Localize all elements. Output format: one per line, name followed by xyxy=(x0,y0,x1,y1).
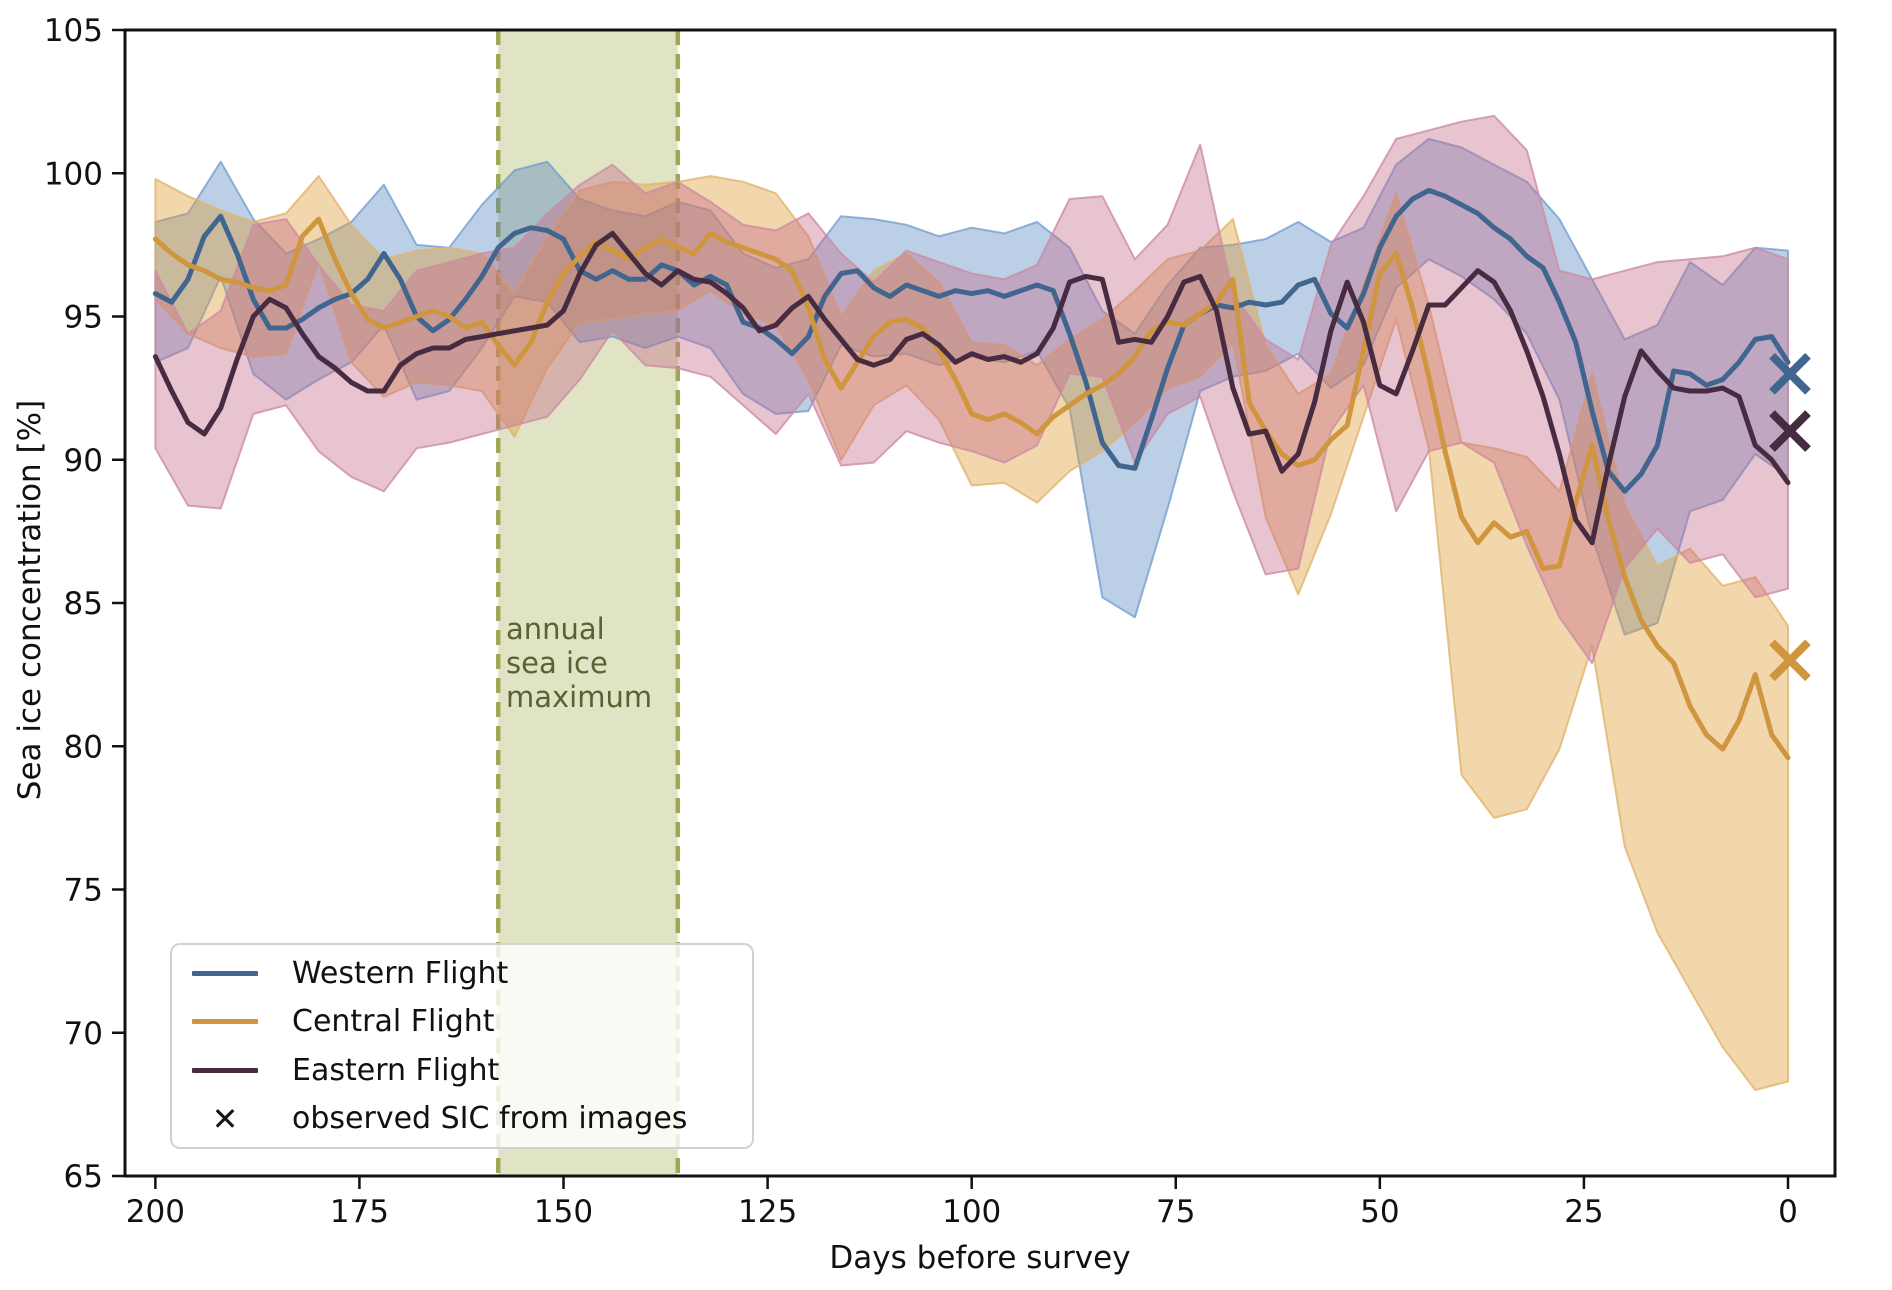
observed-sic-marker-central-flight xyxy=(1769,639,1811,682)
western-flight-line-swatch xyxy=(192,970,258,976)
legend-item-eastern-flight: Eastern Flight xyxy=(172,1047,752,1093)
x-tick-label: 150 xyxy=(534,1194,593,1230)
annotation-line-1: annual xyxy=(506,612,605,646)
legend-label: Western Flight xyxy=(292,955,509,991)
eastern-flight-line xyxy=(152,230,1791,546)
y-tick-label: 85 xyxy=(64,586,103,622)
x-tick-label: 50 xyxy=(1360,1194,1399,1230)
x-tick-label: 200 xyxy=(126,1194,185,1230)
western-flight-line xyxy=(152,187,1791,494)
observed-sic-marker-western-flight xyxy=(1769,352,1811,395)
annotation-line-2: sea ice xyxy=(506,646,608,680)
x-tick-label: 100 xyxy=(942,1194,1001,1230)
legend-item-western-flight: Western Flight xyxy=(172,950,752,996)
y-tick-label: 65 xyxy=(64,1159,103,1195)
legend-item-observed-sic: ✕ observed SIC from images xyxy=(172,1096,752,1142)
y-tick-label: 105 xyxy=(44,13,103,49)
y-tick-label: 100 xyxy=(44,156,103,192)
y-tick-label: 95 xyxy=(64,300,103,336)
legend-label: Eastern Flight xyxy=(292,1052,500,1088)
annotation-line-3: maximum xyxy=(506,680,653,714)
y-tick-label: 80 xyxy=(64,729,103,765)
x-marker-icon: ✕ xyxy=(211,1099,239,1138)
observed-sic-marker-eastern-flight xyxy=(1769,410,1811,452)
x-tick-label: 25 xyxy=(1564,1194,1603,1230)
eastern-flight-line-swatch xyxy=(192,1067,258,1073)
x-axis-title: Days before survey xyxy=(829,1240,1131,1276)
central-flight-line-swatch xyxy=(192,1019,258,1025)
y-axis-title: Sea ice concentration [%] xyxy=(12,399,48,801)
legend-label: observed SIC from images xyxy=(292,1101,688,1137)
annual-sea-ice-maximum-annotation: annual sea ice maximum xyxy=(506,612,652,714)
x-tick-label: 75 xyxy=(1156,1194,1195,1230)
y-tick-label: 90 xyxy=(64,443,103,479)
x-tick-label: 125 xyxy=(738,1194,797,1230)
central-flight-line xyxy=(152,216,1791,761)
y-tick-label: 75 xyxy=(64,873,103,909)
central-flight-uncertainty-band xyxy=(154,175,1789,1091)
y-tick-label: 70 xyxy=(64,1016,103,1052)
x-tick-label: 0 xyxy=(1778,1194,1798,1230)
legend-label: Central Flight xyxy=(292,1004,495,1040)
legend-item-central-flight: Central Flight xyxy=(172,999,752,1045)
x-tick-label: 175 xyxy=(330,1194,389,1230)
legend: Western Flight Central Flight Eastern Fl… xyxy=(170,943,754,1149)
